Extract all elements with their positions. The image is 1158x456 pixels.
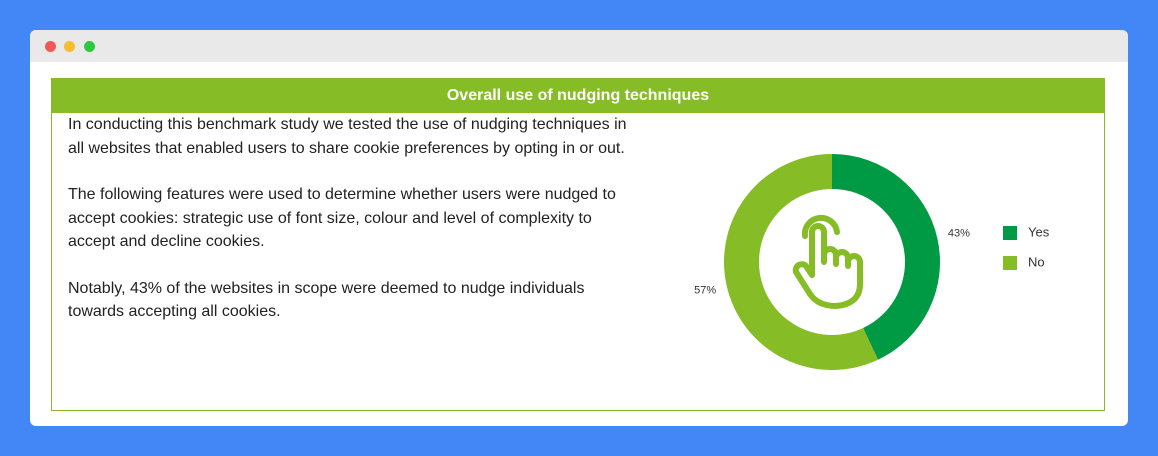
legend-swatch — [1003, 226, 1017, 240]
close-button[interactable] — [45, 41, 56, 52]
paragraph: The following features were used to dete… — [68, 186, 616, 250]
legend-label: No — [1028, 254, 1045, 269]
panel-title: Overall use of nudging techniques — [52, 79, 1104, 113]
data-label: 57% — [694, 284, 716, 296]
panel: Overall use of nudging techniques In con… — [51, 78, 1105, 411]
paragraph: Notably, 43% of the websites in scope we… — [68, 279, 585, 321]
minimize-button[interactable] — [64, 41, 75, 52]
body-text: In conducting this benchmark study we te… — [68, 113, 638, 347]
paragraph: In conducting this benchmark study we te… — [68, 116, 627, 157]
browser-window: Overall use of nudging techniques In con… — [30, 30, 1128, 426]
donut-segment — [723, 154, 878, 371]
legend-swatch — [1003, 256, 1017, 270]
legend-label: Yes — [1028, 224, 1050, 239]
data-label: 43% — [948, 228, 970, 240]
maximize-button[interactable] — [84, 41, 95, 52]
hand-icon — [792, 214, 863, 309]
title-bar — [30, 30, 1128, 62]
donut-segment — [832, 154, 940, 360]
